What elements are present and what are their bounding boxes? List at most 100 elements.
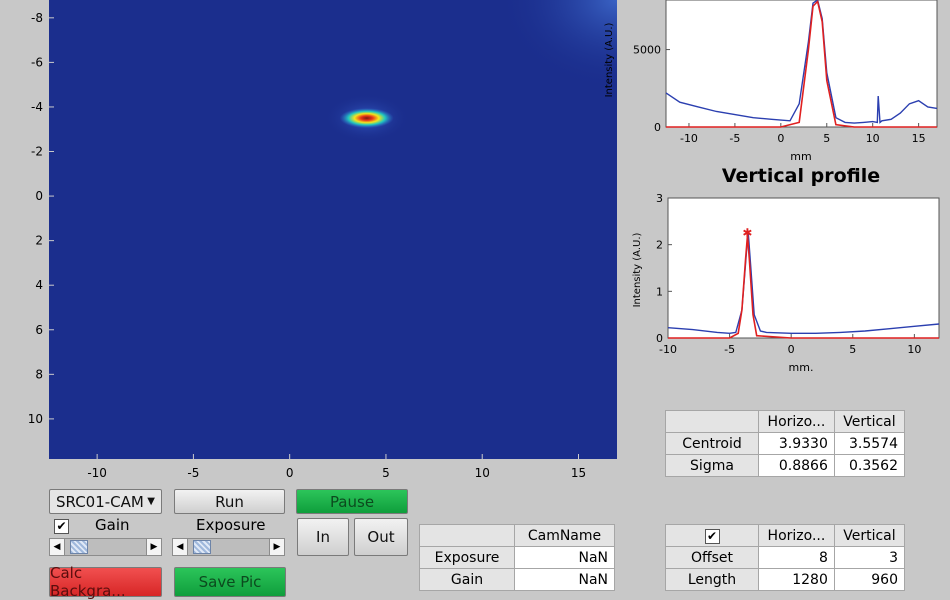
horizontal-profile-x-tick-label: -5 [729,132,740,145]
x-tick-label: 0 [286,466,294,480]
x-axis-ticks: -10 -5 0 5 10 15 [87,454,586,480]
vertical-profile-axes [667,197,940,339]
beam-spot [339,108,394,129]
slider-left-arrow-icon[interactable]: ◀ [173,539,188,555]
y-tick-label: -8 [31,11,43,25]
table-row: Gain NaN [419,568,615,591]
x-tick-label: -10 [87,466,107,480]
roi-enable-checkbox[interactable]: ✔ [704,528,720,544]
in-button[interactable]: In [297,518,349,556]
vertical-profile-peak-marker-icon: ✱ [742,226,752,240]
vertical-profile-series-line-1 [668,235,939,339]
y-tick-label: 10 [28,412,43,426]
slider-right-arrow-icon[interactable]: ▶ [269,539,284,555]
vertical-profile-plot: Vertical profile -10 -5 0 5 10 0 1 2 3 ✱ mm. Int… [632,165,940,374]
camname-header: CamName [514,524,615,547]
camera-select[interactable]: SRC01-CAM ▼ [49,489,162,514]
horizontal-profile-plot: -10 -5 0 5 10 15 0 5000 mm Intensity (A.U.) [604,0,938,163]
row-label: Length [665,568,759,591]
run-button[interactable]: Run [174,489,285,514]
horizontal-header: Horizo... [758,524,835,547]
x-tick-label: 15 [571,466,586,480]
y-axis-ticks: -8 -6 -4 -2 0 2 4 6 8 10 [28,11,54,426]
table-row: Length 1280 960 [665,568,906,591]
gain-slider-thumb[interactable] [70,540,88,554]
table-corner-cell [419,524,515,547]
vertical-profile-x-tick-label: 10 [907,343,921,356]
camera-select-value: SRC01-CAM [56,492,144,511]
gain-value[interactable]: NaN [514,568,615,591]
row-label: Centroid [665,432,759,455]
vertical-profile-title: Vertical profile [722,165,880,187]
vertical-profile-y-tick-label: 0 [656,332,663,345]
horizontal-profile-x-tick-label: 0 [777,132,784,145]
sigma-vertical: 0.3562 [833,454,906,477]
roi-enable-cell[interactable]: ✔ [665,524,759,547]
y-tick-label: 0 [35,189,43,203]
horizontal-profile-ylabel: Intensity (A.U.) [604,22,615,97]
horizontal-profile-series-line-0 [665,0,938,124]
vertical-header: Vertical [833,410,906,433]
out-button[interactable]: Out [354,518,408,556]
horizontal-profile-x-tick-label: 15 [912,132,926,145]
offset-horizontal[interactable]: 8 [758,546,835,569]
horizontal-header: Horizo... [758,410,835,433]
horizontal-profile-x-tick-label: -10 [680,132,698,145]
vertical-profile-ylabel: Intensity (A.U.) [632,232,643,307]
offset-vertical[interactable]: 3 [833,546,906,569]
vertical-profile-x-tick-label: 0 [788,343,795,356]
row-label: Exposure [419,546,515,569]
gain-label: Gain [95,516,130,534]
vertical-profile-y-tick-label: 2 [656,239,663,252]
slider-right-arrow-icon[interactable]: ▶ [146,539,161,555]
vertical-profile-xlabel: mm. [789,361,814,374]
centroid-horizontal: 3.9330 [758,432,835,455]
length-vertical[interactable]: 960 [833,568,906,591]
horizontal-profile-y-tick-label: 0 [654,121,661,134]
camera-image-corner-glow [500,0,617,90]
x-tick-label: -5 [187,466,199,480]
horizontal-profile-x-tick-label: 10 [866,132,880,145]
horizontal-profile-series-line-1 [666,0,937,128]
slider-left-arrow-icon[interactable]: ◀ [50,539,65,555]
calc-background-button[interactable]: Calc Backgra... [49,564,162,600]
y-tick-label: 2 [35,234,43,248]
vertical-profile-series-line-0 [667,230,940,335]
pause-button[interactable]: Pause [296,489,408,514]
y-tick-label: 8 [35,367,43,381]
y-tick-label: 6 [35,323,43,337]
table-row: Sigma 0.8866 0.3562 [665,454,906,477]
sigma-horizontal: 0.8866 [758,454,835,477]
gain-slider[interactable]: ◀ ▶ [49,538,162,556]
horizontal-profile-y-tick-label: 5000 [633,44,661,57]
exposure-label: Exposure [196,516,266,534]
row-label: Offset [665,546,759,569]
roi-table: ✔ Horizo... Vertical Offset 8 3 Length 1… [665,524,906,591]
table-row: Exposure NaN [419,546,615,569]
y-tick-label: -2 [31,145,43,159]
save-pic-button[interactable]: Save Pic [174,567,286,597]
vertical-header: Vertical [833,524,906,547]
vertical-profile-y-tick-label: 3 [656,192,663,205]
centroid-vertical: 3.5574 [833,432,906,455]
chevron-down-icon: ▼ [147,496,155,507]
horizontal-profile-xlabel: mm [790,150,811,163]
vertical-profile-x-tick-label: -10 [659,343,677,356]
table-row: Centroid 3.9330 3.5574 [665,432,906,455]
x-tick-label: 5 [382,466,390,480]
horizontal-profile-x-tick-label: 5 [823,132,830,145]
x-tick-label: 10 [475,466,490,480]
vertical-profile-y-tick-label: 1 [656,285,663,298]
gain-checkbox[interactable]: ✔ [54,519,69,534]
table-corner-cell [665,410,759,433]
row-label: Sigma [665,454,759,477]
exposure-value[interactable]: NaN [514,546,615,569]
length-horizontal[interactable]: 1280 [758,568,835,591]
exposure-slider[interactable]: ◀ ▶ [172,538,285,556]
vertical-profile-x-tick-label: -5 [724,343,735,356]
exposure-slider-thumb[interactable] [193,540,211,554]
row-label: Gain [419,568,515,591]
y-tick-label: -4 [31,100,43,114]
table-row: Offset 8 3 [665,546,906,569]
